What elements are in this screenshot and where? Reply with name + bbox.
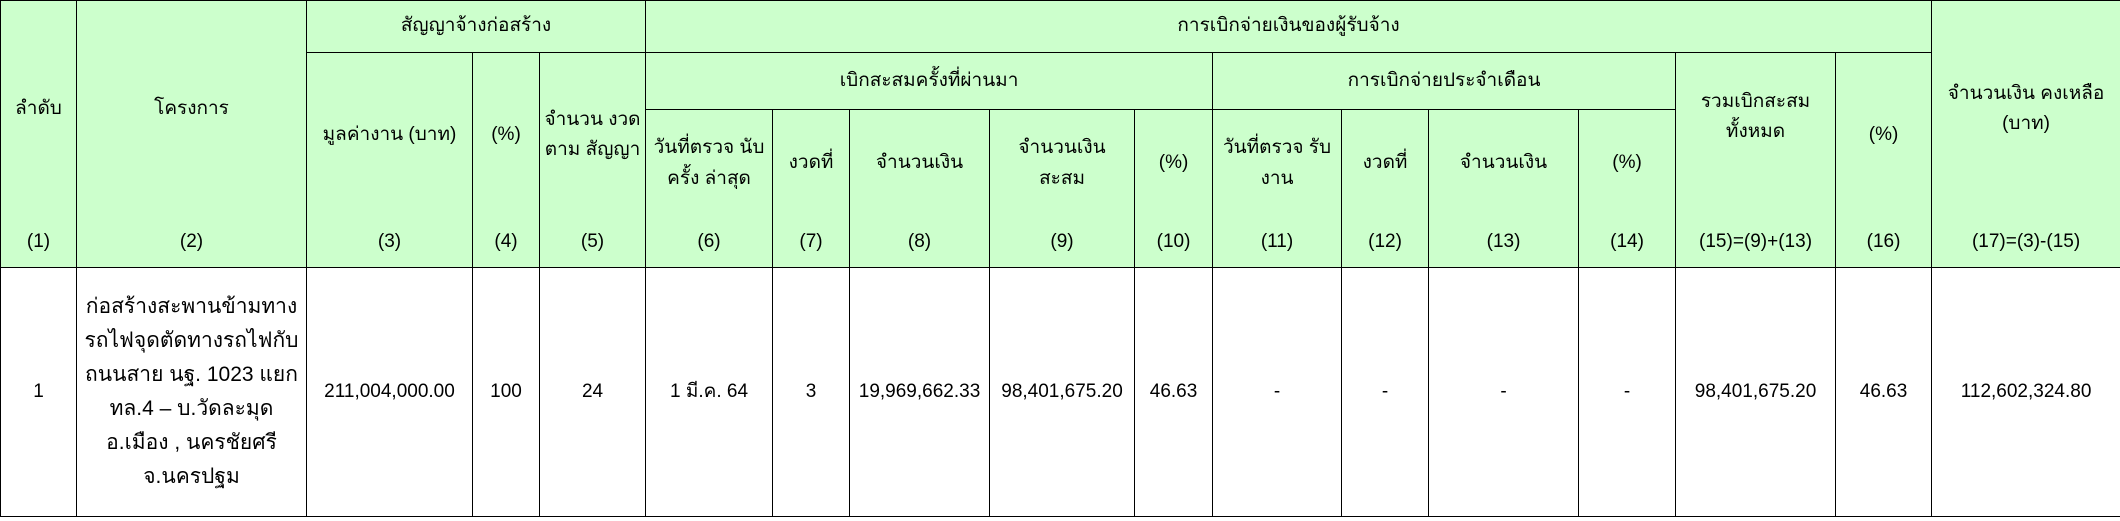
cell-prev-cumulative: 98,401,675.20 xyxy=(989,267,1136,517)
cell-monthly-installment: - xyxy=(1341,267,1430,517)
header-sub-monthly: การเบิกจ่ายประจำเดือน xyxy=(1212,52,1677,110)
cell-monthly-inspection-date: - xyxy=(1212,267,1343,517)
header-col-8: จำนวนเงิน (8) xyxy=(849,109,991,268)
header-col-4: (%) (4) xyxy=(472,52,540,268)
header-col-10: (%) (10) xyxy=(1134,109,1214,268)
header-col-7: งวดที่ (7) xyxy=(772,109,851,268)
cell-total-cumulative: 98,401,675.20 xyxy=(1675,267,1837,517)
table-header: ลำดับ (1) โครงการ (2) สัญญาจ้างก่อสร้าง กา… xyxy=(0,0,2120,268)
header-col-17: จำนวนเงิน คงเหลือ (บาท) (17)=(3)-(15) xyxy=(1931,0,2120,268)
header-col-12: งวดที่ (12) xyxy=(1341,109,1430,268)
header-col-14: (%) (14) xyxy=(1578,109,1677,268)
header-col-13: จำนวนเงิน (13) xyxy=(1428,109,1580,268)
cell-monthly-amount: - xyxy=(1428,267,1580,517)
header-col-15: รวมเบิกสะสม ทั้งหมด (15)=(9)+(13) xyxy=(1675,52,1837,268)
header-col-11: วันที่ตรวจ รับงาน (11) xyxy=(1212,109,1343,268)
header-col-9: จำนวนเงิน สะสม (9) xyxy=(989,109,1136,268)
header-sub-previous: เบิกสะสมครั้งที่ผ่านมา xyxy=(645,52,1214,110)
cell-contract-percent: 100 xyxy=(472,267,540,517)
table-row: 1 ก่อสร้างสะพานข้ามทางรถไฟจุดตัดทางรถไฟก… xyxy=(0,267,2120,517)
table-body: 1 ก่อสร้างสะพานข้ามทางรถไฟจุดตัดทางรถไฟก… xyxy=(0,267,2120,517)
cell-monthly-percent: - xyxy=(1578,267,1677,517)
cell-prev-installment: 3 xyxy=(772,267,851,517)
cell-remaining: 112,602,324.80 xyxy=(1931,267,2120,517)
header-col-3: มูลค่างาน (บาท) (3) xyxy=(306,52,473,268)
cell-last-inspection-date: 1 มี.ค. 64 xyxy=(645,267,774,517)
header-group-contract: สัญญาจ้างก่อสร้าง xyxy=(305,0,647,53)
cell-total-percent: 46.63 xyxy=(1835,267,1933,517)
cell-prev-percent: 46.63 xyxy=(1134,267,1214,517)
header-group-payment: การเบิกจ่ายเงินของผู้รับจ้าง xyxy=(645,0,1933,53)
header-col-16: (%) (16) xyxy=(1835,52,1933,268)
cell-installments: 24 xyxy=(538,267,647,517)
cell-project: ก่อสร้างสะพานข้ามทางรถไฟจุดตัดทางรถไฟกับ… xyxy=(76,267,307,517)
cell-contract-value: 211,004,000.00 xyxy=(306,267,473,517)
header-col-2: โครงการ (2) xyxy=(76,0,307,268)
cell-order: 1 xyxy=(0,267,77,517)
header-col-5: จำนวน งวดตาม สัญญา (5) xyxy=(538,52,647,268)
cell-prev-amount: 19,969,662.33 xyxy=(849,267,991,517)
header-col-6: วันที่ตรวจ นับครั้ง ล่าสุด (6) xyxy=(645,109,774,268)
header-col-1: ลำดับ (1) xyxy=(0,0,77,268)
